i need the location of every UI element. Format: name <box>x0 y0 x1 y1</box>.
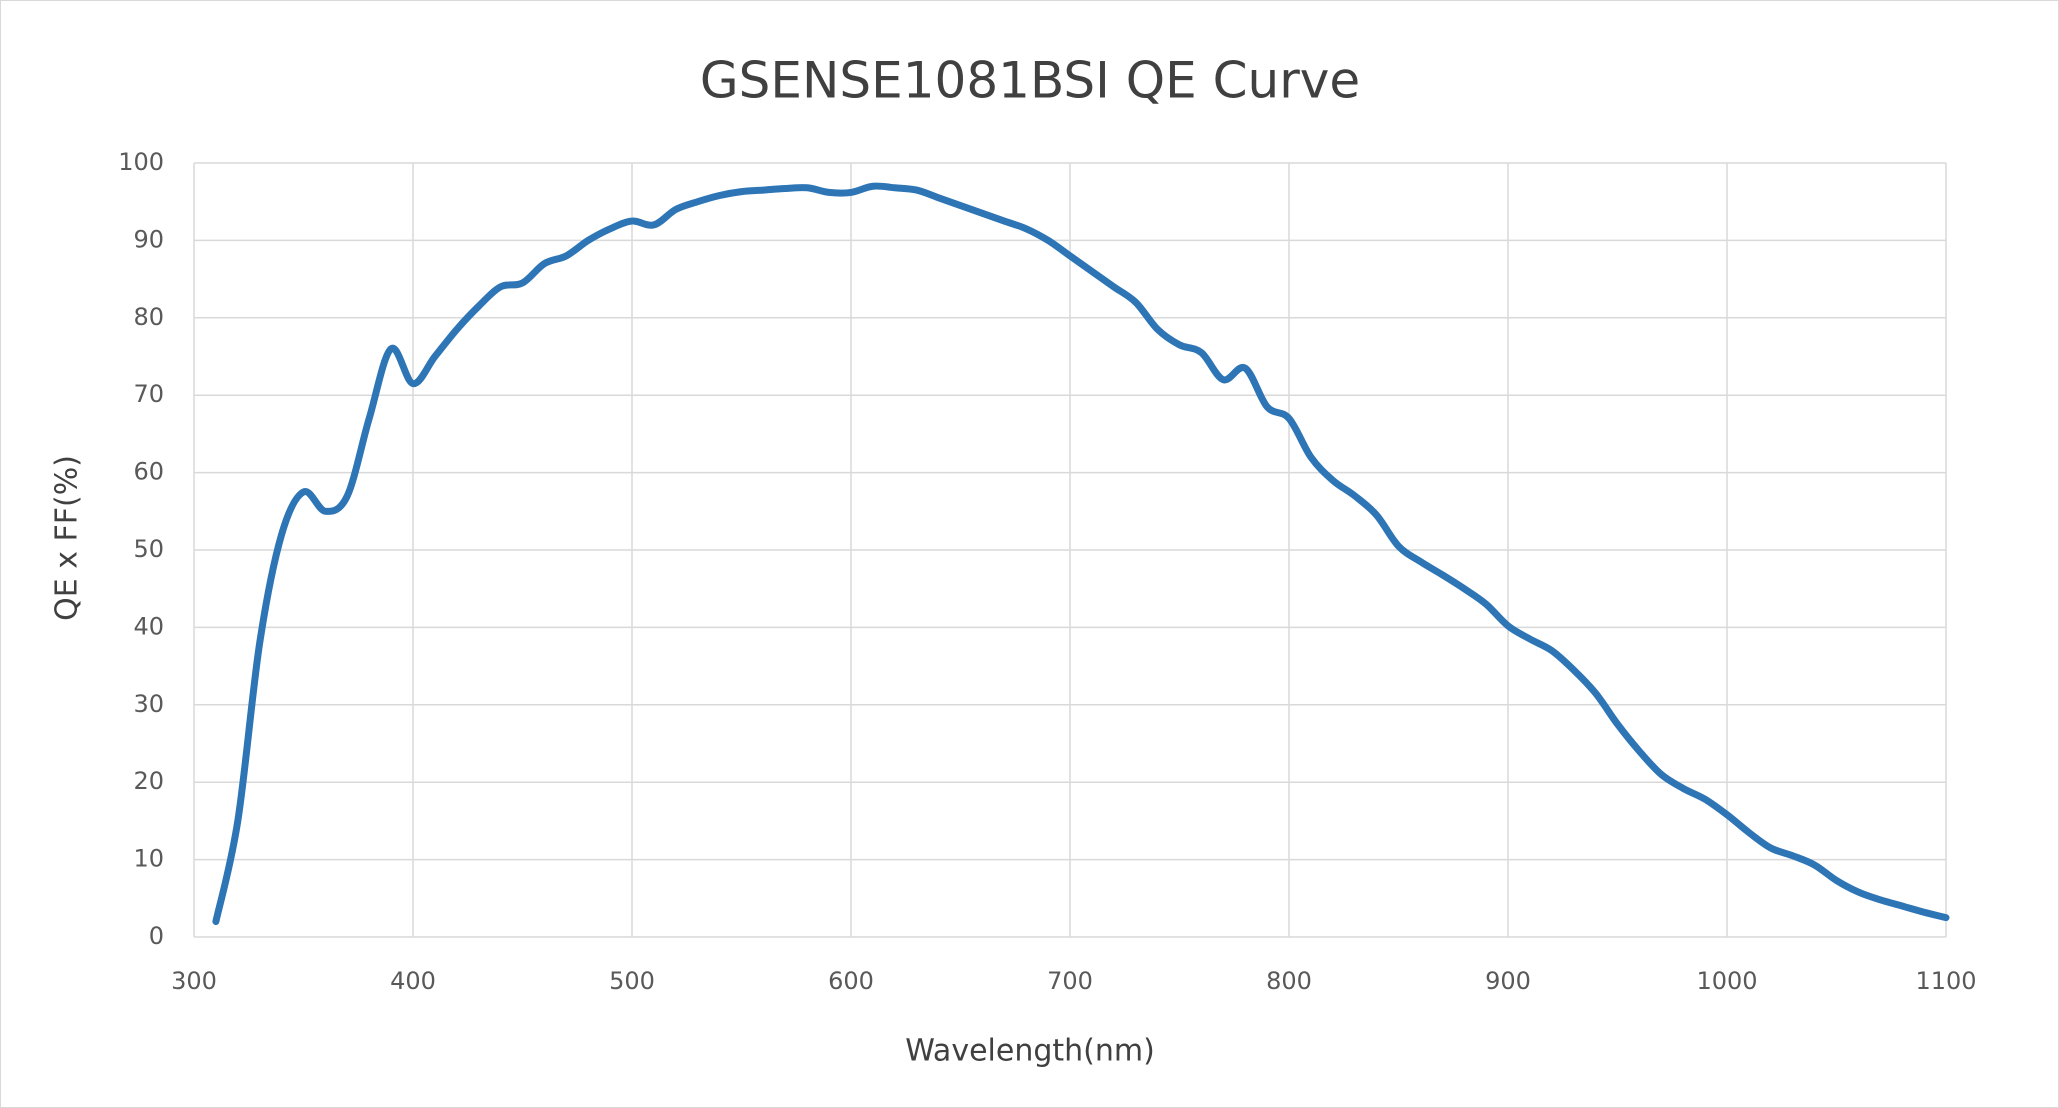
x-tick-label: 700 <box>1047 967 1093 995</box>
x-tick-label: 300 <box>171 967 217 995</box>
data-line <box>212 182 1950 926</box>
y-tick-label: 90 <box>133 225 164 253</box>
chart-title: GSENSE1081BSI QE Curve <box>700 52 1360 110</box>
y-tick-label: 10 <box>133 845 164 873</box>
y-tick-label: 80 <box>133 303 164 331</box>
y-tick-label: 30 <box>133 690 164 718</box>
y-tick-label: 40 <box>133 612 164 640</box>
y-axis-label: QE x FF(%) <box>50 455 85 621</box>
y-tick-label: 0 <box>149 922 164 950</box>
x-tick-label: 1000 <box>1696 967 1757 995</box>
y-tick-label: 100 <box>118 148 164 176</box>
x-tick-label: 400 <box>390 967 436 995</box>
x-tick-label: 600 <box>828 967 874 995</box>
x-tick-label: 500 <box>609 967 655 995</box>
x-tick-label: 800 <box>1266 967 1312 995</box>
y-tick-label: 70 <box>133 380 164 408</box>
x-axis-label: Wavelength(nm) <box>905 1034 1155 1069</box>
y-tick-label: 20 <box>133 767 164 795</box>
y-tick-label: 50 <box>133 535 164 563</box>
x-tick-label: 1100 <box>1915 967 1976 995</box>
y-tick-label: 60 <box>133 458 164 486</box>
x-tick-label: 900 <box>1485 967 1531 995</box>
